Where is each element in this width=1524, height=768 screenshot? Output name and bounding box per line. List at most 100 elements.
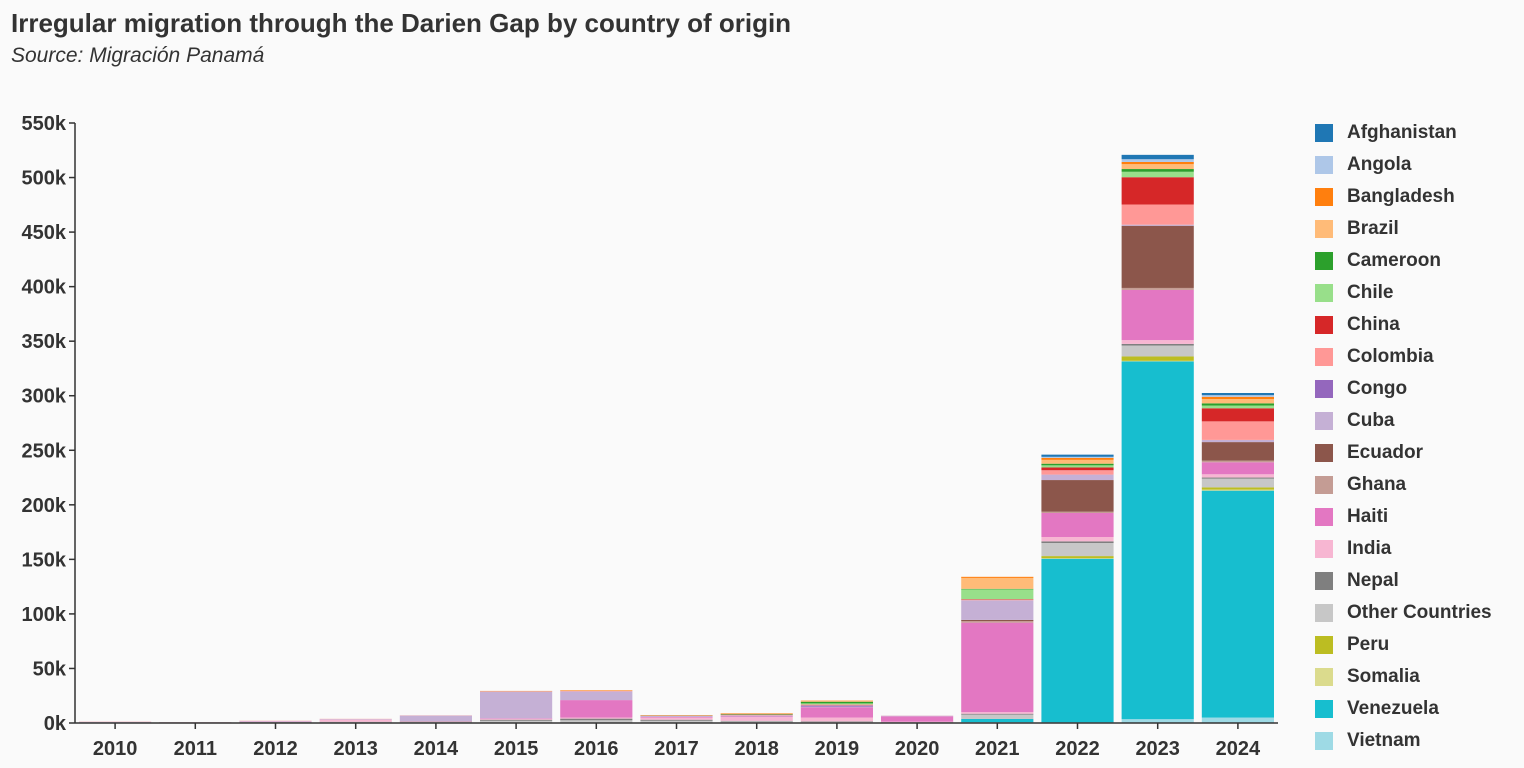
legend-item-somalia: Somalia — [1315, 666, 1420, 688]
y-tick-label: 200k — [22, 495, 67, 517]
bar-segment-cameroon-2023 — [1121, 169, 1194, 172]
x-tick-label: 2020 — [895, 738, 940, 760]
bar-segment-ecuador-2022 — [1041, 480, 1114, 512]
bars-layer — [79, 154, 1274, 723]
bar-segment-angola-2024 — [1201, 395, 1274, 397]
bar-segment-nepal-2021 — [961, 713, 1034, 715]
x-tick-label: 2013 — [333, 738, 378, 760]
bar-segment-haiti-2021 — [961, 622, 1034, 713]
bar-segment-somalia-2023 — [1121, 360, 1194, 362]
legend-item-cuba: Cuba — [1315, 410, 1395, 432]
legend-swatch — [1315, 252, 1333, 270]
bar-segment-cuba-2018 — [720, 715, 793, 717]
x-tick-label: 2022 — [1055, 738, 1100, 760]
legend-item-angola: Angola — [1315, 154, 1411, 176]
legend-item-bangladesh: Bangladesh — [1315, 186, 1455, 208]
bar-segment-afghanistan-2023 — [1121, 154, 1194, 160]
legend-item-china: China — [1315, 314, 1400, 336]
bar-segment-brazil-2022 — [1041, 459, 1114, 464]
bar-segment-other-countries-2015 — [480, 720, 553, 723]
legend-swatch — [1315, 124, 1333, 142]
bar-segment-peru-2023 — [1121, 356, 1194, 361]
bar-segment-colombia-2024 — [1201, 421, 1274, 440]
legend-item-afghanistan: Afghanistan — [1315, 122, 1457, 144]
legend-swatch — [1315, 156, 1333, 174]
legend-item-haiti: Haiti — [1315, 506, 1388, 528]
bar-segment-venezuela-2022 — [1041, 558, 1114, 723]
legend-swatch — [1315, 444, 1333, 462]
legend-label: Ecuador — [1347, 442, 1424, 463]
legend-label: Afghanistan — [1347, 122, 1457, 143]
x-tick-label: 2011 — [174, 738, 217, 760]
bar-segment-haiti-2020 — [881, 716, 954, 722]
bar-segment-nepal-2019 — [800, 721, 873, 722]
x-tick-label: 2016 — [574, 738, 619, 760]
x-tick-label: 2023 — [1135, 738, 1180, 760]
y-tick-label: 350k — [22, 331, 67, 353]
bar-segment-chile-2021 — [961, 589, 1034, 600]
bar-segment-other-countries-2021 — [961, 714, 1034, 719]
bar-segment-brazil-2024 — [1201, 399, 1274, 404]
bar-segment-peru-2022 — [1041, 556, 1114, 559]
legend-swatch — [1315, 284, 1333, 302]
legend-swatch — [1315, 508, 1333, 526]
legend-label: Colombia — [1347, 346, 1434, 367]
x-tick-label: 2024 — [1216, 738, 1261, 760]
bar-segment-india-2019 — [800, 717, 873, 722]
bar-segment-afghanistan-2024 — [1201, 393, 1274, 396]
x-tick-label: 2017 — [654, 738, 699, 760]
bar-segment-india-2016 — [560, 717, 633, 719]
bar-segment-venezuela-2024 — [1201, 490, 1274, 718]
bar-segment-nepal-2018 — [720, 720, 793, 722]
legend-label: Congo — [1347, 378, 1408, 399]
bar-segment-haiti-2019 — [800, 707, 873, 718]
bar-segment-cuba-2014 — [399, 715, 472, 722]
x-tick-label: 2018 — [734, 738, 779, 760]
bar-segment-angola-2023 — [1121, 159, 1194, 162]
bar-segment-bangladesh-2024 — [1201, 396, 1274, 399]
bar-segment-nepal-2024 — [1201, 477, 1274, 479]
bar-segment-cameroon-2018 — [720, 713, 793, 715]
bar-segment-somalia-2024 — [1201, 489, 1274, 491]
bar-segment-haiti-2024 — [1201, 462, 1274, 475]
bar-segment-cuba-2024 — [1201, 439, 1274, 443]
y-tick-label: 500k — [22, 168, 67, 190]
bar-segment-other-countries-2016 — [560, 720, 633, 723]
legend-item-ghana: Ghana — [1315, 474, 1406, 496]
legend-label: Venezuela — [1347, 698, 1439, 719]
bar-segment-india-2024 — [1201, 474, 1274, 478]
bar-segment-cuba-2019 — [800, 706, 873, 708]
bar-segment-other-countries-2017 — [640, 720, 713, 723]
bar-segment-nepal-2022 — [1041, 541, 1114, 543]
legend-swatch — [1315, 540, 1333, 558]
y-tick-label: 0k — [44, 713, 67, 735]
legend-label: China — [1347, 314, 1400, 335]
bar-segment-other-countries-2024 — [1201, 478, 1274, 488]
legend-swatch — [1315, 380, 1333, 398]
bar-segment-bangladesh-2023 — [1121, 161, 1194, 165]
y-tick-label: 550k — [22, 113, 67, 135]
bar-segment-ecuador-2021 — [961, 619, 1034, 621]
legend-swatch — [1315, 188, 1333, 206]
bar-segment-angola-2022 — [1041, 456, 1114, 458]
legend-label: Somalia — [1347, 666, 1420, 687]
x-tick-label: 2014 — [414, 738, 459, 760]
bar-segment-haiti-2016 — [560, 700, 633, 718]
bar-segment-india-2023 — [1121, 340, 1194, 344]
bar-segment-venezuela-2023 — [1121, 361, 1194, 720]
bar-segment-india-2018 — [720, 717, 793, 721]
bar-segment-chile-2023 — [1121, 171, 1194, 178]
legend-label: Ghana — [1347, 474, 1407, 495]
bar-segment-india-2013 — [319, 719, 392, 722]
bar-segment-vietnam-2023 — [1121, 719, 1194, 723]
bar-segment-ghana-2022 — [1041, 511, 1114, 513]
legend-label: Vietnam — [1347, 730, 1421, 751]
legend-label: Cameroon — [1347, 250, 1441, 271]
bar-segment-haiti-2023 — [1121, 289, 1194, 341]
bar-segment-afghanistan-2022 — [1041, 454, 1114, 457]
bar-segment-china-2021 — [961, 599, 1034, 600]
legend-swatch — [1315, 700, 1333, 718]
legend-item-peru: Peru — [1315, 634, 1389, 656]
bar-segment-ghana-2023 — [1121, 287, 1194, 290]
bar-segment-india-2012 — [239, 721, 312, 723]
